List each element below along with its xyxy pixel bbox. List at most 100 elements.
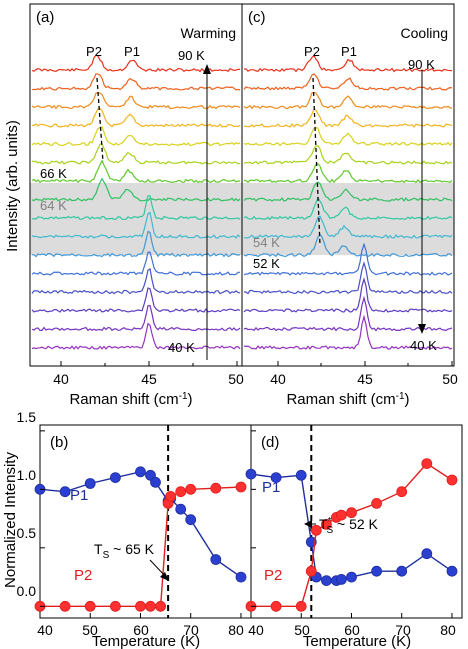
point-b-p1-4 <box>135 466 146 478</box>
point-d-p1-9 <box>371 565 383 577</box>
point-d-p2-1 <box>270 600 282 612</box>
spectra-panel-c <box>243 54 453 350</box>
ytick-b-0.5: 0.5 <box>17 525 37 541</box>
panel-letter-a: (a) <box>36 9 54 26</box>
xticks-top <box>60 361 453 366</box>
point-b-p2-4 <box>135 600 146 612</box>
temp-label-c-40: 40 K <box>410 338 437 353</box>
cooling-arrowhead <box>418 324 426 334</box>
point-b-p2-2 <box>84 600 96 612</box>
spectrum-c-1 <box>243 73 453 91</box>
point-d-p2-3 <box>305 565 317 577</box>
xtick-b-50: 50 <box>82 622 98 638</box>
spectrum-c-10 <box>243 233 453 258</box>
peak-p2-label-c: P2 <box>304 44 320 59</box>
point-d-p1-11 <box>421 548 433 560</box>
spectrum-a-4 <box>31 126 241 147</box>
point-b-p2-5 <box>145 600 156 612</box>
spectrum-a-11 <box>31 251 240 276</box>
spectra-panel-a <box>31 54 241 350</box>
spectrum-a-15 <box>31 322 241 350</box>
xtick-d-60: 60 <box>344 622 360 638</box>
spectrum-a-9 <box>31 211 241 239</box>
point-b-p2-3 <box>110 600 121 612</box>
point-d-p1-12 <box>446 565 458 577</box>
spectrum-c-2 <box>243 92 453 110</box>
spectrum-c-11 <box>243 242 453 276</box>
point-d-p1-0 <box>245 468 257 480</box>
spectrum-c-6 <box>244 163 453 184</box>
temp-label-c-54: 54 K <box>253 235 280 250</box>
xtick-b-60: 60 <box>133 622 149 638</box>
spectrum-a-5 <box>31 142 241 165</box>
xtick-a-45: 45 <box>141 371 157 387</box>
ts-pointer-b-head <box>160 572 169 581</box>
ytick-b-1.0: 1.0 <box>17 467 37 483</box>
temp-label-a-66: 66 K <box>40 166 67 181</box>
temp-label-c-90: 90 K <box>408 57 435 72</box>
spectrum-a-2 <box>31 92 241 110</box>
panel-letter-c: (c) <box>248 9 266 26</box>
fit-line-d-p2 <box>251 462 453 607</box>
spectrum-a-12 <box>31 267 241 295</box>
spectrum-a-1 <box>31 73 241 91</box>
bottom-xlabel-b: Temperature (K) <box>92 633 200 649</box>
warming-arrowhead <box>203 64 211 74</box>
point-b-p1-10 <box>185 514 197 526</box>
peak-p2-label-a: P2 <box>86 44 102 59</box>
xtick-d-80: 80 <box>440 622 456 638</box>
point-d-p2-9 <box>371 497 383 509</box>
xtick-c-45: 45 <box>357 371 373 387</box>
point-d-p1-8 <box>346 571 357 583</box>
top-xlabel-a: Raman shift (cm-1) <box>69 391 192 408</box>
temp-label-a-90: 90 K <box>178 48 205 63</box>
peak-p1-label-a: P1 <box>124 44 140 59</box>
panel-letter-b: (b) <box>50 434 68 451</box>
xtick-d-50: 50 <box>294 622 310 638</box>
point-b-p1-3 <box>110 472 121 484</box>
point-d-p2-2 <box>295 600 307 612</box>
point-d-p1-10 <box>396 565 408 577</box>
point-b-p1-9 <box>175 503 187 515</box>
point-b-p1-11 <box>210 554 222 565</box>
top-ylabel: Intensity (arb. units) <box>4 120 21 252</box>
spectrum-c-5 <box>243 145 453 165</box>
spectrum-a-7 <box>31 177 241 202</box>
point-b-p2-1 <box>59 600 71 612</box>
spectrum-a-10 <box>32 230 241 258</box>
panel-frame-b <box>39 424 252 619</box>
temp-label-a-64: 64 K <box>40 198 67 213</box>
xtick-a-40: 40 <box>53 371 69 387</box>
spectrum-c-7 <box>243 181 453 202</box>
point-b-p1-2 <box>84 478 96 489</box>
panel-letter-d: (d) <box>261 434 279 451</box>
xtick-b-40: 40 <box>37 622 53 638</box>
point-b-p2-9 <box>175 486 187 498</box>
xtick-c-40: 40 <box>270 371 286 387</box>
spectrum-c-13 <box>243 276 453 313</box>
spectrum-c-9 <box>243 215 453 239</box>
spectrum-c-14 <box>243 295 453 332</box>
point-b-p2-10 <box>185 483 197 495</box>
spectrum-a-3 <box>31 108 241 128</box>
ts-label-d: T* S ~ 52 K <box>319 516 379 536</box>
point-d-p2-4 <box>310 524 322 536</box>
peak-p1-label-c: P1 <box>341 44 357 59</box>
ytick-b-1.5: 1.5 <box>17 409 37 425</box>
xtick-b-70: 70 <box>183 622 199 638</box>
point-d-p1-1 <box>270 472 282 484</box>
spectrum-a-13 <box>31 287 241 313</box>
temp-label-c-52: 52 K <box>253 256 280 271</box>
point-d-p2-11 <box>421 458 433 470</box>
point-d-p2-5 <box>320 519 332 530</box>
ts-label-b: TS ~ 65 K <box>94 541 155 561</box>
point-d-p2-10 <box>396 486 408 498</box>
point-b-p2-12 <box>235 481 247 493</box>
top-xlabel-c: Raman shift (cm-1) <box>286 391 409 408</box>
panel-frame-c <box>241 3 455 367</box>
spectrum-c-3 <box>243 107 453 128</box>
spectrum-c-0 <box>243 54 453 73</box>
spectrum-c-8 <box>243 196 453 221</box>
series-label-b-p2: P2 <box>74 567 92 584</box>
panel-frame-d <box>250 424 463 619</box>
